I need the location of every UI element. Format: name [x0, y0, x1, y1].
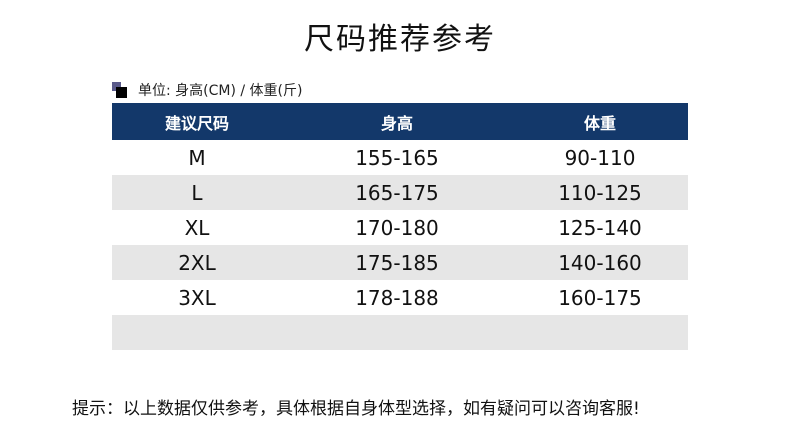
- cell-weight: 160-175: [558, 285, 642, 310]
- square-bullet-icon: [112, 82, 130, 98]
- cell-weight: 140-160: [558, 250, 642, 275]
- table-row: L 165-175 110-125: [112, 175, 688, 210]
- cell-size: XL: [184, 215, 210, 240]
- header-size: 建议尺码: [164, 113, 229, 133]
- cell-height: 175-185: [355, 250, 439, 275]
- cell-size: M: [188, 145, 206, 170]
- header-weight: 体重: [583, 113, 616, 133]
- unit-label: 单位: 身高(CM) / 体重(斤): [138, 83, 303, 99]
- table-header: 建议尺码 身高 体重: [112, 103, 688, 140]
- cell-weight: 110-125: [558, 180, 642, 205]
- size-table: 建议尺码 身高 体重 M 155-165 90-110 L 165-175 110-125…: [112, 103, 688, 350]
- table-row: XL 170-180 125-140: [112, 210, 688, 245]
- cell-height: 178-188: [355, 285, 439, 310]
- cell-size: 2XL: [178, 250, 216, 275]
- table-row: M 155-165 90-110: [112, 140, 688, 175]
- header-height: 身高: [380, 113, 413, 133]
- table-row: 3XL 178-188 160-175: [112, 280, 688, 315]
- cell-weight: 125-140: [558, 215, 642, 240]
- table-row: [112, 315, 688, 350]
- table-row: 2XL 175-185 140-160: [112, 245, 688, 280]
- cell-size: 3XL: [178, 285, 216, 310]
- cell-weight: 90-110: [564, 145, 636, 170]
- cell-height: 165-175: [355, 180, 439, 205]
- note-text: 提示：以上数据仅供参考，具体根据自身体型选择，如有疑问可以咨询客服!: [72, 399, 640, 419]
- page-title: 尺码推荐参考: [304, 22, 496, 57]
- cell-height: 170-180: [355, 215, 439, 240]
- cell-height: 155-165: [355, 145, 439, 170]
- cell-size: L: [191, 180, 203, 205]
- unit-label-row: 单位: 身高(CM) / 体重(斤): [112, 80, 303, 100]
